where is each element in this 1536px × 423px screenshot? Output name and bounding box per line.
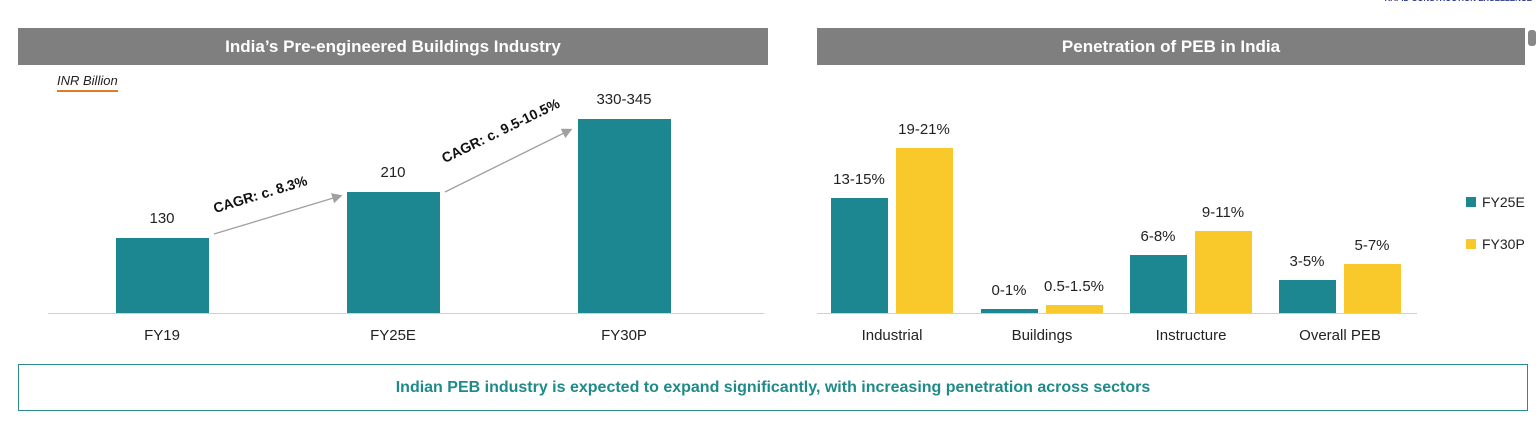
x-tick-label: FY30P (601, 327, 647, 344)
right-x-axis (817, 313, 1417, 314)
x-tick-label: FY25E (370, 327, 416, 344)
x-tick-label: Buildings (1011, 327, 1073, 344)
bar-fy25e (347, 192, 440, 313)
footer-banner: Indian PEB industry is expected to expan… (18, 364, 1528, 411)
data-label: 13-15% (833, 170, 885, 188)
bar-instructure-fy30p (1195, 230, 1252, 313)
bar-industrial-fy30p (896, 148, 953, 313)
legend-fy30p: FY30P (1466, 236, 1525, 252)
logo: RAPID CONSTRUCTION EXCELLENCE (1384, 0, 1532, 3)
bar-overall-peb-fy30p (1344, 263, 1401, 313)
data-label: 210 (380, 164, 406, 182)
data-label: 5-7% (1354, 236, 1390, 254)
legend-fy25e: FY25E (1466, 194, 1525, 210)
data-label: 0-1% (991, 281, 1027, 299)
data-label: 19-21% (898, 121, 950, 138)
cagr-arrow-2 (444, 128, 573, 193)
data-label: 3-5% (1289, 253, 1325, 270)
x-tick-label: Industrial (861, 327, 923, 344)
data-label: 330-345 (596, 91, 652, 109)
x-tick-label: Instructure (1155, 327, 1227, 344)
bar-buildings-fy25e (981, 308, 1038, 313)
left-chart-title: India’s Pre-engineered Buildings Industr… (18, 28, 768, 65)
data-label: 6-8% (1140, 228, 1176, 246)
bar-instructure-fy25e (1130, 255, 1187, 313)
legend-swatch (1466, 239, 1476, 249)
data-label: 130 (149, 210, 175, 228)
unit-label: INR Billion (57, 73, 118, 92)
data-label: 0.5-1.5% (1043, 277, 1105, 295)
bar-fy30p (578, 119, 671, 313)
bar-overall-peb-fy25e (1279, 280, 1336, 313)
bar-buildings-fy30p (1046, 304, 1103, 313)
scrollbar[interactable] (1528, 30, 1536, 46)
bar-fy19 (116, 238, 209, 313)
bar-industrial-fy25e (831, 197, 888, 313)
left-x-axis (48, 313, 764, 314)
cagr-arrow-1 (213, 193, 343, 235)
legend-swatch (1466, 197, 1476, 207)
x-tick-label: FY19 (144, 327, 180, 344)
right-chart-title: Penetration of PEB in India (817, 28, 1525, 65)
data-label: 9-11% (1201, 203, 1245, 221)
x-tick-label: Overall PEB (1299, 327, 1381, 344)
